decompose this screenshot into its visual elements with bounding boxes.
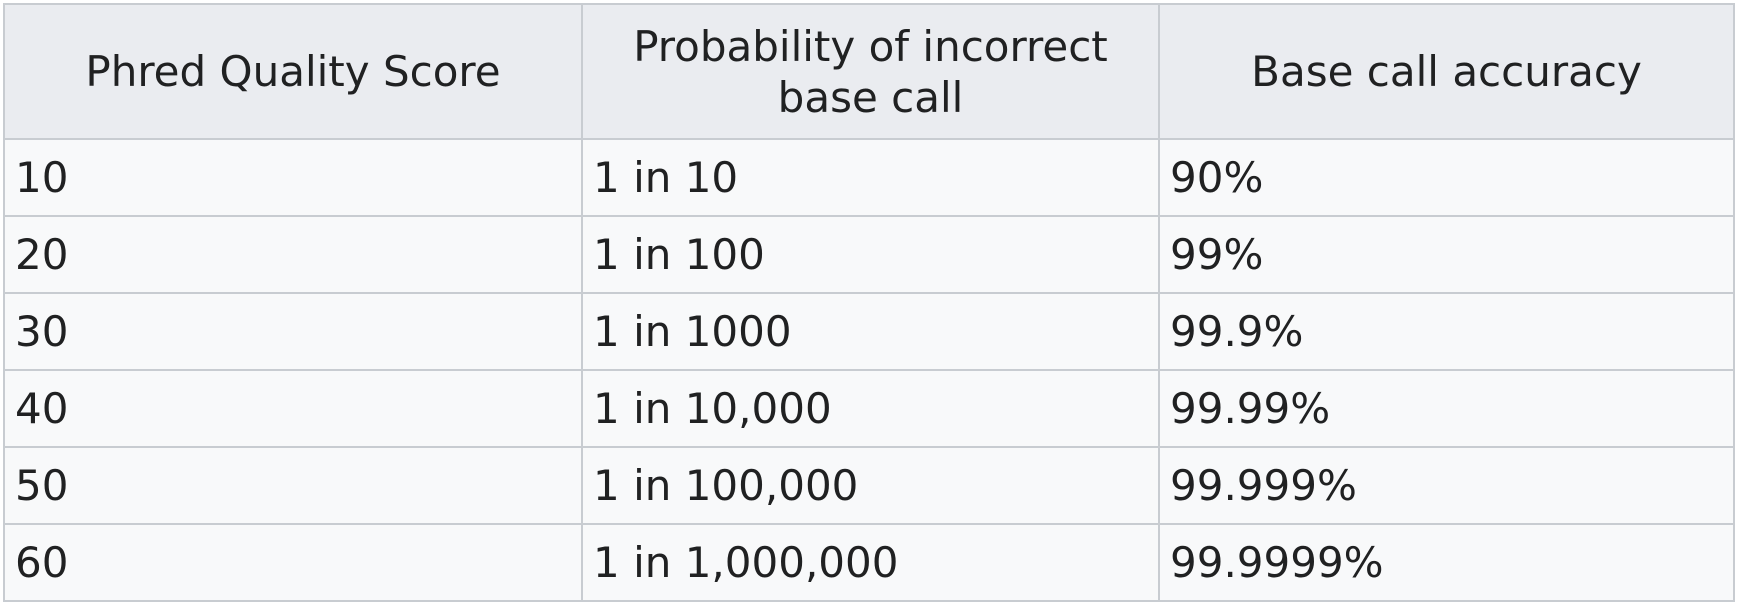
cell-accuracy: 90%	[1158, 138, 1735, 217]
table-row: 50 1 in 100,000 99.999%	[3, 446, 1735, 525]
cell-probability: 1 in 10,000	[581, 369, 1160, 448]
cell-quality-score: 20	[3, 215, 583, 294]
cell-quality-score: 50	[3, 446, 583, 525]
cell-accuracy: 99.9999%	[1158, 523, 1735, 602]
cell-quality-score: 60	[3, 523, 583, 602]
header-probability-incorrect: Probability of incorrect base call	[581, 3, 1160, 140]
phred-quality-table: Phred Quality Score Probability of incor…	[3, 3, 1735, 602]
cell-accuracy: 99.99%	[1158, 369, 1735, 448]
cell-probability: 1 in 100	[581, 215, 1160, 294]
cell-quality-score: 10	[3, 138, 583, 217]
cell-accuracy: 99.999%	[1158, 446, 1735, 525]
cell-probability: 1 in 100,000	[581, 446, 1160, 525]
cell-probability: 1 in 1,000,000	[581, 523, 1160, 602]
cell-accuracy: 99.9%	[1158, 292, 1735, 371]
table-row: 40 1 in 10,000 99.99%	[3, 369, 1735, 448]
table-row: 10 1 in 10 90%	[3, 138, 1735, 217]
cell-probability: 1 in 1000	[581, 292, 1160, 371]
table-header: Phred Quality Score Probability of incor…	[3, 3, 1735, 140]
cell-quality-score: 40	[3, 369, 583, 448]
table-row: 20 1 in 100 99%	[3, 215, 1735, 294]
cell-probability: 1 in 10	[581, 138, 1160, 217]
cell-quality-score: 30	[3, 292, 583, 371]
header-phred-quality-score: Phred Quality Score	[3, 3, 583, 140]
header-row: Phred Quality Score Probability of incor…	[3, 3, 1735, 140]
table-row: 60 1 in 1,000,000 99.9999%	[3, 523, 1735, 602]
header-base-call-accuracy: Base call accuracy	[1158, 3, 1735, 140]
table-row: 30 1 in 1000 99.9%	[3, 292, 1735, 371]
cell-accuracy: 99%	[1158, 215, 1735, 294]
table-body: 10 1 in 10 90% 20 1 in 100 99% 30 1 in 1…	[3, 138, 1735, 602]
